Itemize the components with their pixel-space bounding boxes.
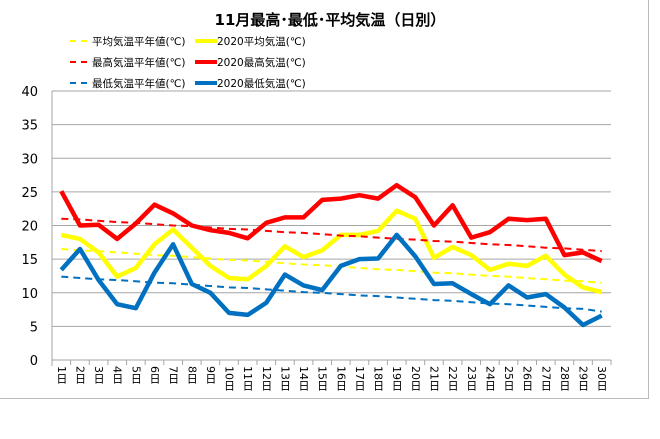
y-tick-label: 20 bbox=[21, 220, 38, 235]
x-tick-label: 4日 bbox=[111, 366, 124, 384]
y-tick-label: 40 bbox=[21, 85, 38, 100]
y-tick-label: 30 bbox=[21, 152, 38, 167]
series-line-2 bbox=[61, 217, 602, 253]
y-tick-label: 5 bbox=[30, 320, 38, 335]
series-line-1 bbox=[60, 208, 603, 295]
y-tick-label: 10 bbox=[21, 287, 38, 302]
x-tick-label: 9日 bbox=[204, 366, 217, 384]
x-tick-label: 30日 bbox=[595, 366, 608, 391]
legend-label: 最高気温平年値(℃) bbox=[92, 56, 186, 69]
x-tick-label: 28日 bbox=[558, 366, 571, 391]
legend-label: 2020最低気温(℃) bbox=[217, 77, 306, 90]
x-tick-label: 8日 bbox=[185, 366, 198, 384]
chart-frame bbox=[0, 0, 649, 399]
legend-label: 2020平均気温(℃) bbox=[217, 35, 306, 48]
series-line-5 bbox=[59, 232, 603, 328]
x-tick-label: 3日 bbox=[92, 366, 105, 384]
x-tick-label: 22日 bbox=[446, 366, 459, 391]
x-tick-label: 1日 bbox=[55, 366, 68, 384]
x-tick-label: 2日 bbox=[73, 366, 86, 384]
x-tick-label: 14日 bbox=[297, 366, 310, 391]
x-tick-label: 16日 bbox=[334, 366, 347, 391]
x-tick-label: 21日 bbox=[427, 366, 440, 391]
legend-label: 平均気温平年値(℃) bbox=[92, 35, 186, 48]
legend: 平均気温平年値(℃) 2020平均気温(℃) 最高気温平年値(℃) 2020最高気温(… bbox=[70, 35, 306, 90]
x-tick-label: 27日 bbox=[539, 366, 552, 391]
series-line-3 bbox=[59, 182, 603, 264]
x-tick-label: 25日 bbox=[502, 366, 515, 391]
x-axis-ticks: 1日 2日 3日 4日 5日 6日 7日 8日 9日 10日 11日 12日 13日 14日 15日 16日 1… bbox=[55, 366, 608, 391]
legend-label: 2020最高気温(℃) bbox=[217, 56, 306, 69]
x-tick-label: 17日 bbox=[353, 366, 366, 391]
x-tick-label: 23日 bbox=[465, 366, 478, 391]
x-tick-label: 6日 bbox=[148, 366, 161, 384]
x-tick-label: 13日 bbox=[278, 366, 291, 391]
x-tick-label: 5日 bbox=[129, 366, 142, 384]
y-tick-label: 0 bbox=[30, 354, 38, 369]
y-tick-label: 25 bbox=[21, 186, 38, 201]
y-tick-label: 15 bbox=[21, 253, 38, 268]
x-tick-label: 19日 bbox=[390, 366, 403, 391]
x-tick-label: 12日 bbox=[260, 366, 273, 391]
y-axis-ticks: 0 5 10 15 20 25 30 35 40 bbox=[21, 85, 38, 369]
x-tick-label: 20日 bbox=[409, 366, 422, 391]
x-tick-label: 7日 bbox=[167, 366, 180, 384]
chart-title: 11月最高･最低･平均気温（日別） bbox=[215, 11, 446, 29]
series-lines bbox=[59, 182, 603, 328]
x-tick-label: 10日 bbox=[223, 366, 236, 391]
y-tick-label: 35 bbox=[21, 119, 38, 134]
x-tick-label: 15日 bbox=[316, 366, 329, 391]
series-line-0 bbox=[61, 248, 602, 284]
x-tick-label: 24日 bbox=[483, 366, 496, 391]
x-tick-label: 11日 bbox=[241, 366, 254, 391]
x-tick-label: 29日 bbox=[577, 366, 590, 391]
legend-label: 最低気温平年値(℃) bbox=[92, 77, 186, 90]
x-tick-label: 26日 bbox=[521, 366, 534, 391]
x-tick-label: 18日 bbox=[372, 366, 385, 391]
